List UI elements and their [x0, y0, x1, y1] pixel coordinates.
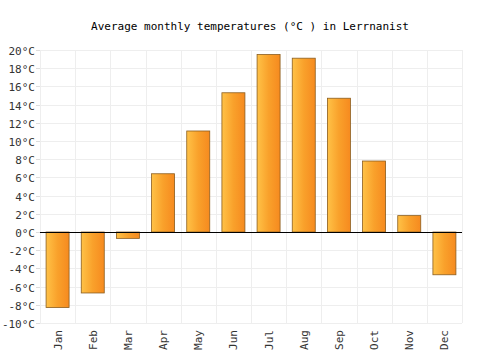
grid	[40, 50, 463, 324]
bar	[81, 232, 104, 293]
grid-line	[40, 232, 462, 233]
grid-line	[40, 86, 462, 87]
y-tick-label: 16°C	[9, 81, 36, 94]
y-tick-label: 8°C	[15, 154, 35, 167]
tick-mark	[36, 323, 40, 324]
y-tick-label: -4°C	[9, 263, 36, 276]
y-tick-label: 0°C	[15, 227, 35, 240]
y-tick-label: 2°C	[15, 209, 35, 222]
grid-line	[40, 141, 462, 142]
bar	[222, 93, 245, 232]
bar	[363, 161, 386, 232]
tick-mark	[36, 123, 40, 124]
grid-line	[40, 214, 462, 215]
x-tick-label: Jun	[227, 330, 240, 350]
title: Average monthly temperatures (°C ) in Le…	[91, 20, 409, 33]
grid-line	[40, 50, 462, 51]
tick-mark	[36, 232, 40, 233]
x-tick-label: Jan	[52, 330, 65, 350]
grid-line	[40, 305, 462, 306]
y-tick-label: -6°C	[9, 282, 36, 295]
tick-mark	[36, 177, 40, 178]
grid-line	[40, 123, 462, 124]
grid-line	[40, 196, 462, 197]
y-tick-label: 12°C	[9, 118, 36, 131]
grid-line	[40, 159, 462, 160]
x-tick-label: Apr	[157, 330, 170, 350]
bar	[398, 216, 421, 232]
v-grid-line	[427, 50, 428, 323]
y-tick-label: -10°C	[2, 318, 35, 331]
v-grid-line	[181, 50, 182, 323]
x-tick-label: Jul	[263, 330, 276, 350]
x-tick-label: Sep	[333, 330, 346, 350]
bar	[257, 55, 280, 232]
x-tick-label: Oct	[368, 330, 381, 350]
tick-mark	[36, 214, 40, 215]
bar	[187, 131, 210, 232]
tick-mark	[36, 287, 40, 288]
bar	[327, 98, 350, 232]
zero-line	[40, 232, 462, 233]
v-grid-line	[110, 50, 111, 323]
x-tick-label: Dec	[438, 330, 451, 350]
grid-line	[40, 323, 462, 324]
v-grid-line	[321, 50, 322, 323]
v-grid-line	[462, 50, 463, 323]
v-grid-line	[286, 50, 287, 323]
y-tick-label: 6°C	[15, 172, 35, 185]
x-tick-label: Nov	[403, 330, 416, 350]
v-grid-line	[357, 50, 358, 323]
bar	[292, 58, 315, 232]
y-tick-label: 14°C	[9, 100, 36, 113]
grid-line	[40, 68, 462, 69]
tick-mark	[36, 268, 40, 269]
bar	[152, 174, 175, 232]
tick-mark	[36, 50, 40, 51]
v-grid-line	[40, 50, 41, 323]
tick-mark	[36, 250, 40, 251]
v-grid-line	[146, 50, 147, 323]
tick-mark	[36, 141, 40, 142]
tick-mark	[36, 159, 40, 160]
v-grid-line	[392, 50, 393, 323]
y-tick-label: 4°C	[15, 191, 35, 204]
bar	[433, 232, 456, 275]
v-grid-line	[75, 50, 76, 323]
tick-mark	[36, 305, 40, 306]
v-grid-line	[251, 50, 252, 323]
bar	[46, 232, 69, 308]
grid-line	[40, 105, 462, 106]
x-tick-label: Aug	[298, 330, 311, 350]
chart: Average monthly temperatures (°C ) in Le…	[0, 0, 500, 350]
y-tick-label: -2°C	[9, 245, 36, 258]
x-tick-label: May	[192, 330, 205, 350]
tick-mark	[36, 196, 40, 197]
tick-mark	[36, 68, 40, 69]
v-grid-line	[216, 50, 217, 323]
x-tick-label: Mar	[122, 330, 135, 350]
grid-line	[40, 177, 462, 178]
y-tick-label: 10°C	[9, 136, 36, 149]
y-tick-label: -8°C	[9, 300, 36, 313]
bars	[46, 55, 456, 308]
y-tick-label: 20°C	[9, 45, 36, 58]
x-tick-label: Feb	[87, 330, 100, 350]
tick-mark	[36, 86, 40, 87]
tick-mark	[36, 105, 40, 106]
y-tick-label: 18°C	[9, 63, 36, 76]
